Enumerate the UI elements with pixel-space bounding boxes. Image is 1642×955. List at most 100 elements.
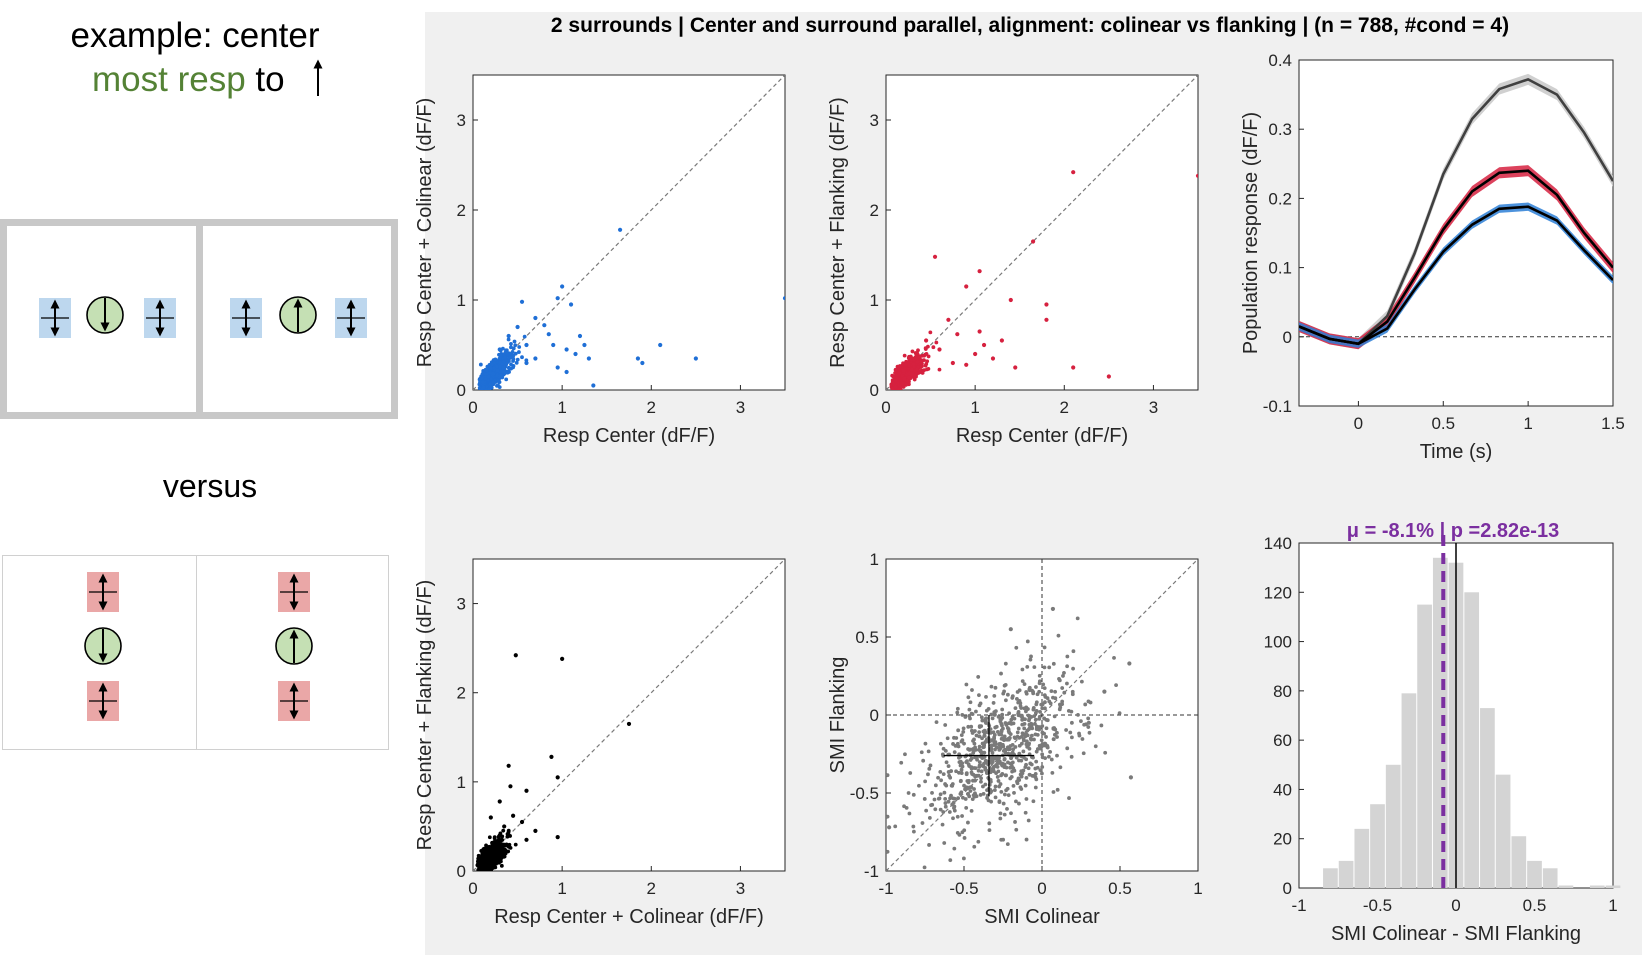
data-point [946, 770, 951, 774]
data-point [1058, 765, 1063, 770]
data-point [555, 775, 560, 780]
data-point [1065, 746, 1070, 751]
data-point [1117, 711, 1122, 716]
data-point [524, 788, 529, 793]
data-point [924, 338, 929, 343]
data-point [1009, 756, 1013, 761]
histogram-bar [1495, 774, 1511, 888]
data-point [961, 856, 966, 861]
x-tick-label: 1 [1523, 414, 1532, 433]
y-tick-label: 3 [457, 595, 466, 614]
data-point [1040, 771, 1044, 776]
data-point [1008, 776, 1013, 781]
data-point [1044, 726, 1049, 731]
versus-text: versus [163, 468, 257, 504]
data-point [517, 345, 522, 349]
data-point [524, 837, 529, 842]
data-point [959, 767, 964, 772]
data-point [509, 341, 513, 346]
data-point [999, 736, 1004, 741]
data-point [1069, 709, 1074, 714]
x-tick-label: 1 [1608, 896, 1617, 915]
data-point [555, 296, 560, 301]
data-point [1055, 753, 1059, 758]
data-point [1024, 837, 1029, 842]
data-point [1012, 790, 1016, 795]
data-point [1015, 697, 1019, 701]
data-point [1019, 787, 1024, 791]
data-point [948, 858, 953, 863]
data-point [934, 340, 939, 345]
data-point [999, 837, 1004, 842]
plot-area [473, 75, 785, 390]
data-point [491, 858, 496, 863]
data-point [926, 772, 930, 777]
data-point [970, 688, 974, 692]
data-point [497, 860, 501, 865]
histogram-bar [1417, 604, 1432, 888]
data-point [906, 375, 911, 380]
data-point [999, 671, 1003, 676]
data-point [981, 342, 987, 348]
y-tick-label: 0 [870, 381, 879, 400]
most-resp-text: most resp to [92, 60, 285, 99]
data-point [926, 749, 931, 754]
data-point [981, 784, 985, 789]
data-point [502, 854, 507, 859]
histogram-bar [1354, 828, 1370, 888]
data-point [1068, 730, 1073, 735]
histogram-bar [1323, 868, 1338, 888]
data-point [976, 839, 981, 844]
data-point [1037, 725, 1041, 729]
data-point [1018, 701, 1023, 706]
x-tick-label: 0.5 [1108, 879, 1132, 898]
data-point [1026, 766, 1031, 771]
data-point [974, 709, 978, 714]
x-axis-label: Time (s) [1420, 441, 1493, 463]
data-point [993, 741, 998, 746]
data-point [940, 822, 945, 827]
data-point [943, 797, 948, 801]
data-point [533, 356, 538, 361]
data-point [990, 356, 996, 361]
data-point [956, 728, 961, 733]
data-point [904, 382, 908, 387]
data-point [1086, 725, 1091, 729]
data-point [495, 848, 500, 853]
data-point [1030, 773, 1035, 778]
y-tick-label: 0 [870, 706, 879, 725]
data-point [1035, 733, 1040, 737]
unity-diagonal [886, 75, 1198, 390]
data-point [920, 371, 925, 375]
data-point [924, 808, 929, 813]
data-point [962, 741, 966, 746]
data-point [1008, 744, 1013, 748]
y-axis-label: Resp Center + Flanking (dF/F) [414, 580, 436, 851]
data-point [488, 865, 492, 870]
data-point [997, 799, 1002, 804]
data-point [982, 734, 987, 738]
data-point [1018, 772, 1023, 777]
data-point [943, 801, 948, 805]
data-point [505, 350, 509, 355]
data-point [970, 797, 975, 801]
y-tick-label: 1 [457, 291, 466, 310]
data-point [943, 804, 948, 809]
x-tick-label: 3 [736, 398, 745, 417]
flanking-stimuli [84, 572, 313, 721]
data-point [997, 759, 1002, 764]
data-point [1010, 694, 1015, 698]
data-point [982, 731, 987, 735]
data-point [964, 772, 969, 777]
data-point [979, 779, 983, 784]
data-point [1001, 801, 1006, 806]
data-point [1002, 689, 1006, 694]
data-point [993, 747, 997, 752]
data-point [481, 860, 486, 864]
data-point [931, 345, 936, 350]
data-point [1012, 735, 1017, 740]
histogram-bar [1401, 693, 1417, 888]
data-point [952, 846, 957, 851]
data-point [1033, 771, 1038, 776]
